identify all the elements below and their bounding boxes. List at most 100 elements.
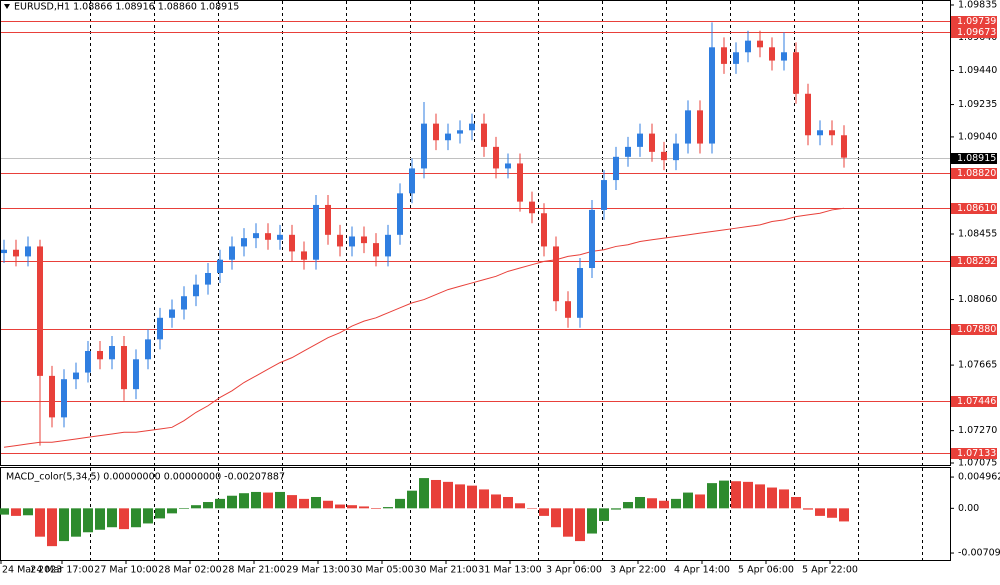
y-tick-label: 1.09835 [958,0,997,10]
y-tick-label: 1.08455 [958,228,997,239]
macd-bar [707,483,717,509]
macd-bar [515,503,525,509]
macd-bar [719,480,729,509]
macd-bar [407,490,417,509]
candle-body [133,359,139,390]
candle-body [589,209,595,269]
macd-bar [731,481,741,509]
candle-body [73,372,79,380]
x-tick-label: 24 Mar 17:00 [30,565,93,576]
y-tick-label: 1.08060 [958,294,997,305]
candle-body [397,193,403,235]
macd-bar [575,508,585,542]
candle-body [157,317,163,340]
candle-body [529,201,535,214]
candle-body [577,268,583,318]
price-level-label: 1.07880 [957,324,996,335]
price-level-tag [951,448,997,459]
candle-body [97,350,103,360]
x-tick-label: 28 Mar 02:00 [158,565,221,576]
candle-body [745,40,751,53]
candle-body [469,123,475,131]
candle-body [61,379,67,418]
macd-bar [107,508,117,528]
price-level-label: 1.09739 [957,16,996,27]
candle-body [805,93,811,136]
vertical-grid [90,1,923,560]
candle-body [217,259,223,273]
macd-bar [83,508,93,533]
candle-body [781,52,787,61]
x-tick-label: 30 Mar 05:00 [350,565,413,576]
candle-body [685,110,691,144]
candle-body [265,233,271,240]
macd-bar [623,502,633,509]
price-level-label: 1.08820 [957,168,996,179]
macd-title: MACD_color(5,34,5) 0.00000000 0.00000000… [6,472,285,483]
candle-body [817,130,823,136]
candle-body [733,52,739,64]
macd-bar [611,508,621,510]
macd-bar [143,508,153,524]
macd-bar [203,502,213,509]
y-tick-label: 1.07075 [958,458,997,469]
macd-bar [275,491,285,509]
candle-body [661,151,667,161]
candle-body [85,350,91,373]
candle-body [769,47,775,61]
candle-body [13,249,19,257]
macd-bar [251,491,261,509]
macd-bar [299,498,309,509]
candle-body [337,234,343,247]
macd-bar [635,496,645,509]
x-tick-label: 29 Mar 13:00 [286,565,349,576]
candle-body [205,272,211,285]
macd-bar [155,508,165,519]
macd-bar [587,508,597,534]
macd-bar [695,494,705,509]
macd-bar [659,500,669,509]
price-level-label: 1.08610 [957,203,996,214]
macd-bar [767,487,777,509]
macd-bar [491,494,501,509]
macd-bar [215,498,225,509]
macd-bar [827,508,837,518]
macd-bar [311,496,321,509]
price-level-tag [951,27,997,38]
macd-bar [815,508,825,516]
candle-body [433,123,439,141]
chart-title: EURUSD,H1 1.08866 1.08916 1.08860 1.0891… [14,2,239,13]
candle-body [253,233,259,239]
macd-bar [803,508,813,510]
last-price-tag [951,153,997,164]
macd-bar [95,508,105,530]
candle-body [181,296,187,310]
macd-bar [35,508,45,537]
macd-y-tick-label: 0.00 [958,503,979,514]
candle-body [25,246,31,257]
candle-body [301,251,307,260]
macd-bar [599,508,609,521]
candle-body [277,234,283,240]
x-tick-label: 5 Apr 22:00 [802,565,858,576]
candle-body [193,284,199,297]
candle-body [517,163,523,202]
candle-body [349,236,355,247]
candle-body [109,346,115,360]
x-tick-label: 24 Mar 2023 [2,565,62,576]
macd-bar [683,492,693,509]
macd-bar [479,489,489,509]
symbol-menu-icon[interactable] [4,4,10,9]
candle-body [361,236,367,244]
candle-body [793,52,799,94]
y-tick-label: 1.09440 [958,65,997,76]
macd-bar [131,508,141,528]
macd-bar [11,508,21,516]
candle-body [709,47,715,144]
y-tick-label: 1.07665 [958,360,997,371]
candle-body [601,180,607,210]
candle-body [481,123,487,147]
macd-bar [347,505,357,509]
candle-body [421,123,427,169]
